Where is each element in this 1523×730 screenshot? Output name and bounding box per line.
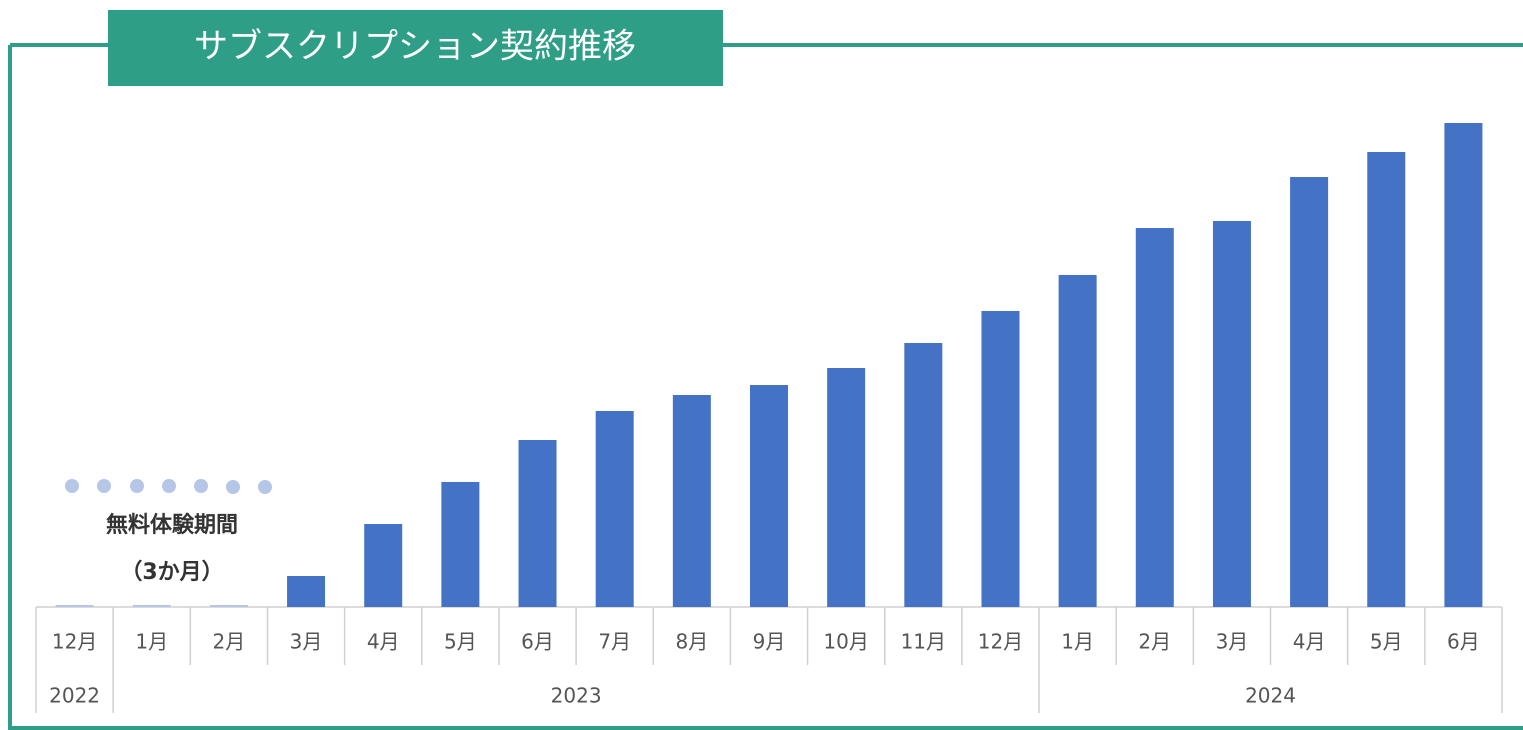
- bar: [1058, 275, 1097, 607]
- bar: [750, 385, 788, 607]
- bar: [132, 605, 171, 607]
- x-tick-label: 4月: [367, 630, 400, 654]
- x-tick-label: 5月: [1370, 630, 1403, 654]
- chart-title: サブスクリプション契約推移: [194, 27, 636, 67]
- year-label: 2024: [1245, 684, 1296, 708]
- bar: [1212, 221, 1251, 607]
- x-tick-label: 2月: [213, 630, 246, 654]
- x-tick-label: 1月: [135, 630, 168, 654]
- trial-dots: [65, 479, 272, 494]
- bar: [904, 343, 943, 607]
- bar: [827, 368, 866, 607]
- x-tick-label: 3月: [1216, 630, 1249, 654]
- bar: [981, 311, 1020, 607]
- x-tick-label: 10月: [823, 630, 868, 654]
- x-tick-label: 6月: [1447, 630, 1480, 654]
- bar: [1367, 152, 1406, 607]
- bar: [1290, 177, 1329, 607]
- x-tick-label: 3月: [290, 630, 323, 654]
- x-tick-label: 7月: [598, 630, 631, 654]
- x-tick-label: 12月: [978, 630, 1023, 654]
- bar: [672, 395, 711, 607]
- x-tick-label: 11月: [901, 630, 946, 654]
- x-tick-label: 2月: [1138, 630, 1171, 654]
- bar: [1444, 123, 1483, 607]
- x-tick-label: 1月: [1061, 630, 1094, 654]
- annotation: （3か月）: [120, 560, 223, 585]
- bar: [55, 605, 94, 607]
- year-label: 2022: [49, 684, 100, 708]
- x-tick-label: 6月: [521, 630, 554, 654]
- x-tick-label: 5月: [444, 630, 477, 654]
- annotation: 無料体験期間: [106, 512, 238, 538]
- bar: [595, 411, 634, 607]
- bar: [441, 482, 480, 607]
- title-box: [108, 10, 723, 86]
- x-tick-label: 4月: [1293, 630, 1326, 654]
- bar: [364, 524, 403, 607]
- bar: [209, 605, 248, 607]
- x-tick-label: 8月: [675, 630, 708, 654]
- year-label: 2023: [551, 684, 602, 708]
- x-tick-label: 9月: [753, 630, 786, 654]
- bar: [1135, 228, 1174, 607]
- bar: [287, 576, 326, 607]
- x-tick-label: 12月: [52, 630, 97, 654]
- bar: [518, 440, 557, 607]
